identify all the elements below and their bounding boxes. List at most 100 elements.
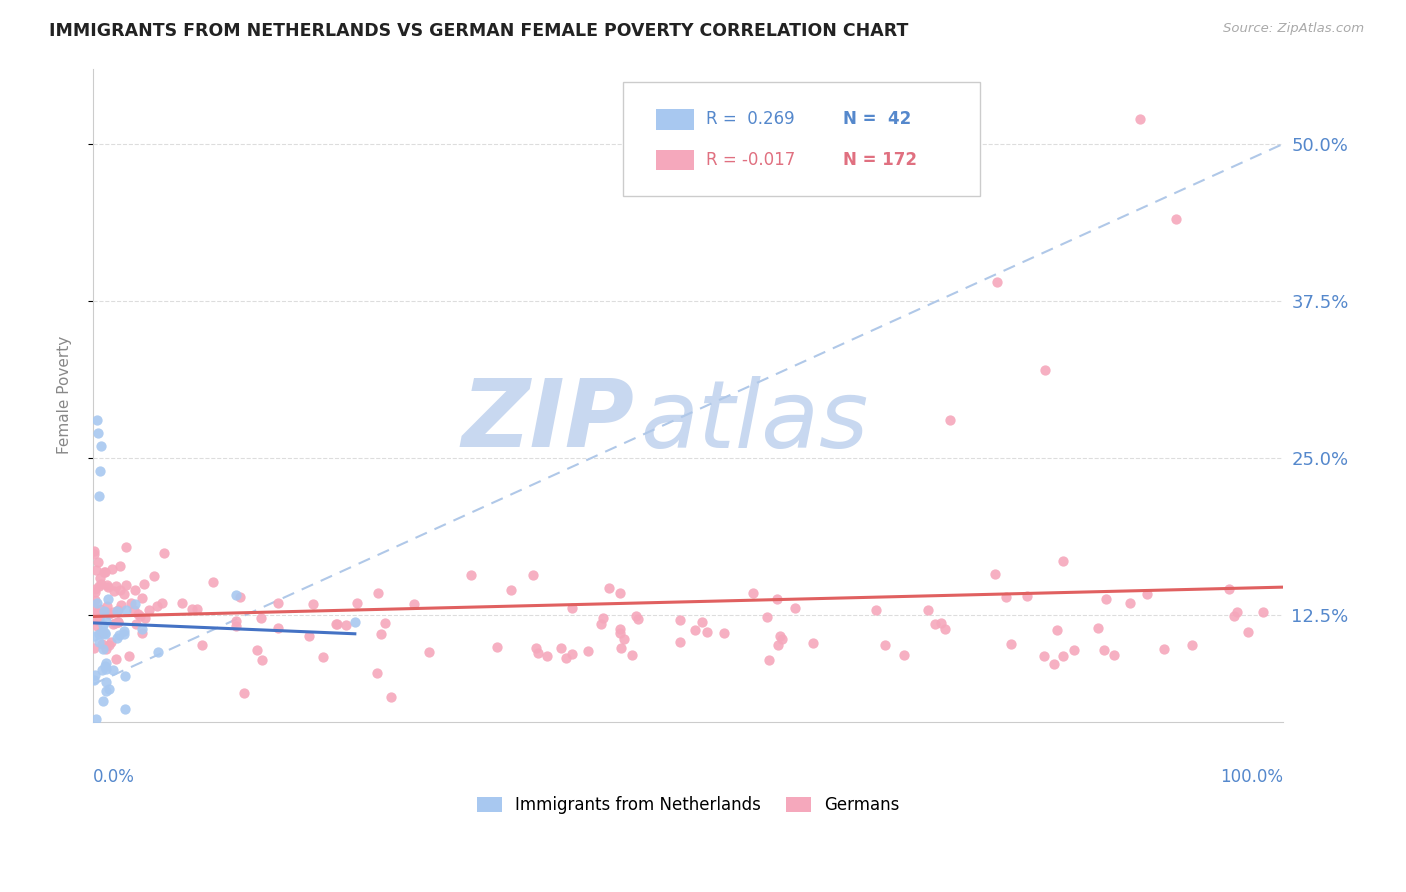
Point (86, 618, 108, 632)
Point (122, 602, 145, 616)
Point (250, 653, 273, 667)
Point (83, 585, 105, 599)
Point (118, 649, 141, 664)
Y-axis label: Female Poverty: Female Poverty (58, 336, 72, 454)
Point (1095, 592, 1118, 607)
Point (986, 275, 1008, 289)
Point (94, 656, 117, 670)
Point (87, 635, 110, 649)
Point (785, 601, 807, 615)
Text: R = -0.017: R = -0.017 (706, 151, 796, 169)
Point (124, 598, 146, 612)
Point (101, 663, 124, 677)
Point (893, 648, 915, 662)
Point (91, 637, 114, 651)
Point (690, 615, 713, 629)
Point (1181, 638, 1204, 652)
Point (86, 596, 108, 610)
Point (97, 682, 120, 697)
Point (94, 674, 117, 689)
Point (765, 592, 787, 607)
Point (769, 629, 792, 643)
Point (1052, 554, 1074, 568)
Point (129, 608, 152, 623)
Point (94, 626, 117, 640)
Point (124, 583, 146, 598)
Point (229, 590, 252, 604)
Point (104, 578, 127, 592)
Point (550, 640, 572, 655)
Point (1052, 649, 1074, 664)
Point (114, 578, 136, 592)
Point (621, 648, 644, 662)
Point (94, 627, 117, 641)
Point (172, 596, 194, 610)
Point (105, 604, 128, 618)
Point (89, 571, 111, 585)
Point (770, 632, 793, 646)
Point (592, 611, 614, 625)
Point (931, 615, 953, 630)
Point (609, 622, 631, 636)
Point (366, 665, 388, 680)
Point (418, 645, 440, 659)
Point (91, 642, 114, 657)
Point (107, 631, 129, 645)
Point (97, 638, 120, 652)
Point (1153, 642, 1175, 657)
Point (103, 605, 125, 619)
Point (343, 615, 366, 630)
Point (120, 596, 142, 610)
Text: atlas: atlas (641, 376, 869, 467)
Point (131, 626, 153, 640)
Text: 100.0%: 100.0% (1220, 768, 1284, 786)
Point (86, 563, 108, 577)
Point (404, 598, 426, 612)
Point (96, 577, 118, 591)
Point (924, 616, 946, 631)
Point (1119, 596, 1142, 610)
Point (96, 599, 118, 613)
Point (561, 600, 583, 615)
Point (91, 618, 114, 632)
Point (250, 611, 273, 625)
Point (627, 611, 650, 625)
Point (225, 588, 247, 602)
Point (225, 619, 247, 633)
Point (94, 658, 117, 673)
Point (696, 625, 718, 640)
Point (246, 643, 269, 657)
Point (591, 617, 613, 632)
Point (91, 626, 114, 640)
Point (1136, 587, 1159, 601)
Point (1092, 642, 1115, 657)
Point (83, 602, 105, 616)
Point (225, 615, 247, 629)
Point (115, 603, 138, 617)
Point (1164, 212, 1187, 227)
Point (83, 543, 105, 558)
Point (94, 606, 117, 620)
Point (669, 613, 692, 627)
Point (301, 597, 323, 611)
Point (107, 615, 129, 629)
Point (97, 607, 120, 621)
Point (100, 635, 122, 649)
Point (87, 425, 110, 440)
Point (380, 690, 402, 704)
Point (90, 577, 112, 591)
Point (114, 702, 136, 716)
Text: Source: ZipAtlas.com: Source: ZipAtlas.com (1223, 22, 1364, 36)
Point (486, 640, 509, 655)
Point (1102, 648, 1125, 663)
Point (142, 569, 165, 583)
Point (1017, 589, 1039, 603)
Point (91, 624, 114, 639)
Point (90, 663, 112, 677)
Point (1033, 363, 1056, 377)
Point (112, 587, 135, 601)
Point (939, 413, 962, 427)
Point (90, 606, 112, 620)
Point (103, 584, 125, 599)
Point (1063, 643, 1085, 657)
